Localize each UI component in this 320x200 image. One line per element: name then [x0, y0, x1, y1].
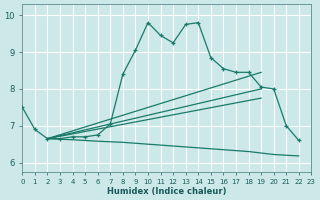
- X-axis label: Humidex (Indice chaleur): Humidex (Indice chaleur): [107, 187, 227, 196]
